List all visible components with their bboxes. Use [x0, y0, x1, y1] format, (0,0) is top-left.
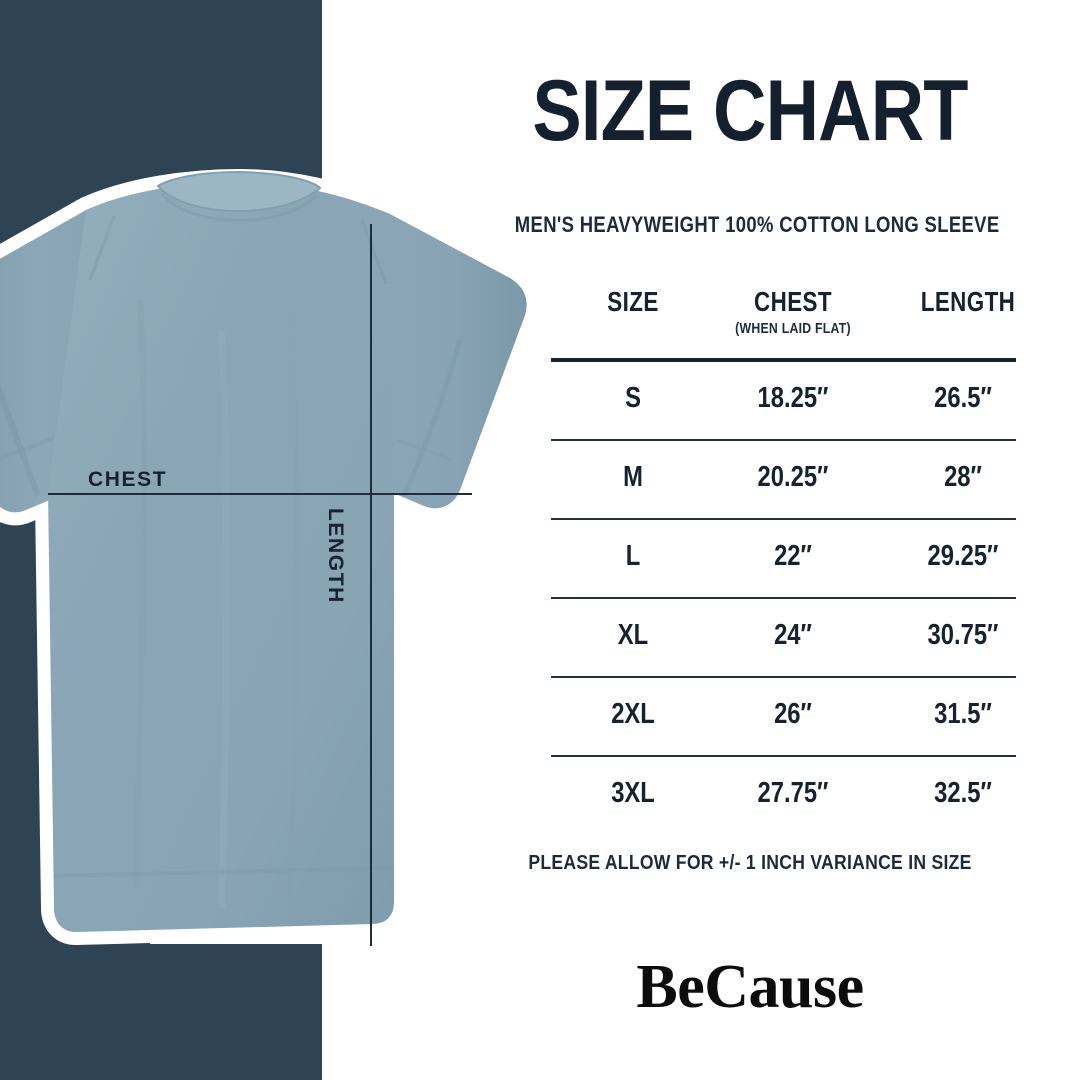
table-header-rule — [551, 358, 1016, 362]
shirt-collar — [156, 170, 322, 212]
product-photo-long-sleeve-shirt — [0, 160, 530, 960]
row-divider — [551, 597, 1016, 599]
cell-size: S — [625, 382, 641, 414]
table-row: M 20.25″ 28″ — [551, 441, 1016, 520]
chest-measurement-label: CHEST — [88, 468, 168, 491]
row-divider — [551, 518, 1016, 520]
page-subtitle: MEN'S HEAVYWEIGHT 100% COTTON LONG SLEEV… — [514, 212, 1000, 237]
shirt-right-sleeve — [366, 214, 527, 509]
cell-chest: 22″ — [774, 540, 812, 572]
table-row: 2XL 26″ 31.5″ — [551, 678, 1016, 757]
variance-note: PLEASE ALLOW FOR +/- 1 INCH VARIANCE IN … — [528, 852, 972, 874]
cell-length: 31.5″ — [934, 698, 992, 730]
table-row: XL 24″ 30.75″ — [551, 599, 1016, 678]
navy-backdrop-bottom — [0, 944, 322, 1080]
cell-length: 26.5″ — [934, 382, 992, 414]
cell-size: 2XL — [611, 698, 655, 730]
chest-measurement-line — [48, 493, 472, 495]
cell-chest: 20.25″ — [757, 461, 829, 493]
cell-chest: 26″ — [774, 698, 812, 730]
cell-chest: 18.25″ — [757, 382, 829, 414]
page-title: SIZE CHART — [532, 63, 968, 159]
column-header-chest: CHEST — [754, 286, 832, 317]
table-row: 3XL 27.75″ 32.5″ — [551, 757, 1016, 836]
cell-size: XL — [617, 619, 649, 651]
length-measurement-line — [370, 224, 372, 946]
cell-length: 29.25″ — [927, 540, 999, 572]
cell-length: 30.75″ — [927, 619, 999, 651]
cell-size: L — [625, 540, 641, 572]
row-divider — [551, 439, 1016, 441]
column-header-chest-note: (WHEN LAID FLAT) — [735, 320, 851, 337]
cell-size: 3XL — [611, 777, 655, 809]
table-header-row: SIZE CHEST LENGTH (WHEN LAID FLAT) — [551, 286, 1016, 358]
cell-length: 32.5″ — [934, 777, 992, 809]
table-row: S 18.25″ 26.5″ — [551, 362, 1016, 441]
shirt-illustration — [0, 169, 530, 945]
shirt-body — [48, 182, 394, 932]
column-header-size: SIZE — [607, 286, 659, 317]
table-row: L 22″ 29.25″ — [551, 520, 1016, 599]
row-divider — [551, 755, 1016, 757]
length-measurement-label: LENGTH — [324, 508, 347, 604]
cell-length: 28″ — [944, 461, 982, 493]
cell-chest: 27.75″ — [757, 777, 829, 809]
column-header-length: LENGTH — [920, 286, 1016, 317]
cell-size: M — [623, 461, 643, 493]
brand-logo: BeCause — [636, 953, 864, 1021]
info-panel: SIZE CHART MEN'S HEAVYWEIGHT 100% COTTON… — [470, 0, 1080, 1080]
cell-chest: 24″ — [774, 619, 812, 651]
row-divider — [551, 676, 1016, 678]
size-table: SIZE CHEST LENGTH (WHEN LAID FLAT) S 18.… — [551, 286, 1016, 836]
